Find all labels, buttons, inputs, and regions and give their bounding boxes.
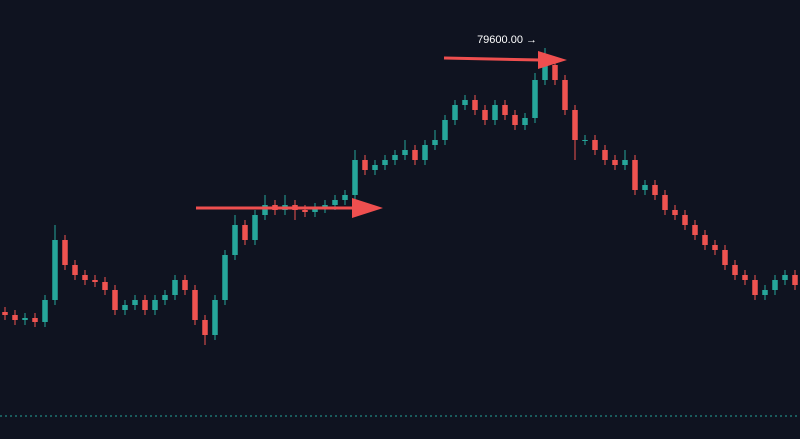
candle-body (702, 235, 708, 245)
candle-body (752, 280, 758, 295)
candle-body (32, 318, 38, 322)
candle-body (172, 280, 178, 295)
candle-body (182, 280, 188, 290)
candle-body (262, 205, 268, 215)
candle-body (302, 210, 308, 212)
candle-body (582, 140, 588, 141)
candle-body (762, 290, 768, 295)
candle-body (152, 300, 158, 310)
candle-body (662, 195, 668, 210)
candle-body (542, 65, 548, 80)
candle-body (442, 120, 448, 140)
arrow-head (538, 51, 567, 69)
candle-body (672, 210, 678, 215)
annotation-arrows (196, 51, 567, 218)
candle-body (2, 312, 8, 315)
candle-body (622, 160, 628, 165)
candle-body (742, 275, 748, 280)
candle-body (532, 80, 538, 118)
candle-body (592, 140, 598, 150)
candle-body (552, 65, 558, 80)
candle-body (792, 275, 798, 285)
candle-body (312, 208, 318, 212)
candle-body (122, 305, 128, 310)
candle-body (132, 300, 138, 305)
candle-body (362, 160, 368, 170)
candle-body (482, 110, 488, 120)
candle-body (772, 280, 778, 290)
candle-body (402, 150, 408, 155)
candle-body (112, 290, 118, 310)
candle-body (202, 320, 208, 335)
candle-body (222, 255, 228, 300)
candle-body (492, 105, 498, 120)
candle-body (692, 225, 698, 235)
candle-body (242, 225, 248, 240)
candle-body (382, 160, 388, 165)
candle-body (12, 315, 18, 320)
candle-body (62, 240, 68, 265)
candle-body (162, 295, 168, 300)
candle-body (92, 280, 98, 282)
candle-body (512, 115, 518, 125)
candle-body (252, 215, 258, 240)
candle-body (392, 155, 398, 160)
candle-body (782, 275, 788, 280)
candle-body (352, 160, 358, 195)
candle-body (52, 240, 58, 300)
candle-body (232, 225, 238, 255)
candle-body (732, 265, 738, 275)
candle-body (612, 160, 618, 165)
candle-body (192, 290, 198, 320)
arrow-head (352, 198, 383, 218)
candle-body (422, 145, 428, 160)
candle-body (452, 105, 458, 120)
candle-body (682, 215, 688, 225)
candle-body (102, 282, 108, 290)
candle-body (142, 300, 148, 310)
candle-body (412, 150, 418, 160)
candle-body (332, 200, 338, 205)
candle-body (22, 318, 28, 320)
candle-body (42, 300, 48, 322)
candle-body (502, 105, 508, 115)
candle-body (642, 185, 648, 190)
candle-body (432, 140, 438, 145)
candle-body (602, 150, 608, 160)
candle-body (652, 185, 658, 195)
candle-body (522, 118, 528, 125)
candle-body (462, 100, 468, 105)
candle-body (572, 110, 578, 140)
candle-body (722, 250, 728, 265)
candle-body (472, 100, 478, 110)
candle-body (372, 165, 378, 170)
candle-body (342, 195, 348, 200)
candle-body (82, 275, 88, 280)
arrow-line (443, 56, 541, 62)
candle-body (212, 300, 218, 335)
candle-body (712, 245, 718, 250)
candle-body (72, 265, 78, 275)
candle-body (562, 80, 568, 110)
candle-body (632, 160, 638, 190)
high-label: 79600.00 → (477, 34, 537, 46)
